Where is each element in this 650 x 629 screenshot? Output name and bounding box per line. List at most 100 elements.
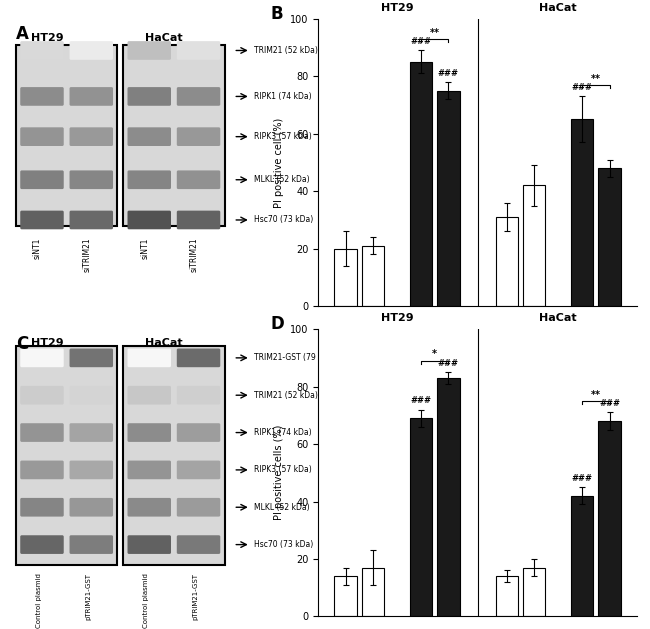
Bar [437,378,460,616]
Text: HaCat: HaCat [145,33,183,43]
Text: siNT1: siNT1 [33,237,42,259]
FancyBboxPatch shape [177,498,220,516]
FancyBboxPatch shape [20,87,64,106]
FancyBboxPatch shape [70,348,113,367]
Bar [16,45,118,226]
Text: B: B [270,4,283,23]
Text: Hsc70 (73 kDa): Hsc70 (73 kDa) [254,216,313,225]
FancyBboxPatch shape [70,170,113,189]
FancyBboxPatch shape [70,535,113,554]
Text: Hsc70 (73 kDa): Hsc70 (73 kDa) [254,540,313,549]
Bar [523,186,545,306]
Text: Control plasmid: Control plasmid [143,573,150,628]
Bar [523,567,545,616]
Bar [495,576,518,616]
FancyBboxPatch shape [177,348,220,367]
Text: HaCat: HaCat [145,338,183,348]
Text: HaCat: HaCat [540,313,577,323]
FancyBboxPatch shape [20,498,64,516]
Text: C: C [16,335,28,353]
FancyBboxPatch shape [127,535,171,554]
Bar [599,168,621,306]
FancyBboxPatch shape [20,41,64,60]
Text: *: * [432,349,437,359]
Text: HT29: HT29 [31,338,64,348]
Bar [362,567,384,616]
FancyBboxPatch shape [20,170,64,189]
FancyBboxPatch shape [70,211,113,230]
Bar [599,421,621,616]
FancyBboxPatch shape [177,170,220,189]
FancyBboxPatch shape [127,170,171,189]
FancyBboxPatch shape [70,460,113,479]
FancyBboxPatch shape [20,348,64,367]
FancyBboxPatch shape [177,41,220,60]
Text: HT29: HT29 [381,313,413,323]
Text: RIPK1 (74 kDa): RIPK1 (74 kDa) [254,428,311,437]
Bar [123,45,225,226]
FancyBboxPatch shape [20,460,64,479]
Text: NT: NT [514,401,526,410]
FancyBboxPatch shape [177,460,220,479]
FancyBboxPatch shape [70,41,113,60]
Text: D: D [270,314,284,333]
FancyBboxPatch shape [127,348,171,367]
Text: ###: ### [438,69,459,78]
Bar [16,347,118,565]
Bar [495,217,518,306]
Text: RIPK1 (74 kDa): RIPK1 (74 kDa) [254,92,311,101]
Text: ###: ### [599,399,620,408]
Text: **: ** [591,389,601,399]
Text: ###: ### [411,37,432,46]
Text: TRIM21 (52 kDa): TRIM21 (52 kDa) [254,391,317,399]
FancyBboxPatch shape [70,87,113,106]
Text: Control plasmid: Control plasmid [36,573,42,628]
Bar [571,120,593,306]
Text: A: A [16,25,29,43]
FancyBboxPatch shape [127,498,171,516]
Bar [410,418,432,616]
FancyBboxPatch shape [20,127,64,146]
FancyBboxPatch shape [177,386,220,404]
FancyBboxPatch shape [127,87,171,106]
Bar [571,496,593,616]
Text: siTRIM21: siTRIM21 [190,237,198,272]
FancyBboxPatch shape [177,87,220,106]
FancyBboxPatch shape [70,386,113,404]
Y-axis label: PI positive cells (%): PI positive cells (%) [274,425,285,520]
Text: **: ** [591,74,601,84]
Text: MLKL (52 kDa): MLKL (52 kDa) [254,175,309,184]
FancyBboxPatch shape [20,386,64,404]
Text: HT29: HT29 [381,3,413,13]
Bar [362,246,384,306]
Bar [334,248,357,306]
FancyBboxPatch shape [70,423,113,442]
Text: siTRIM21: siTRIM21 [83,237,91,272]
FancyBboxPatch shape [177,127,220,146]
Text: ###: ### [571,83,593,92]
FancyBboxPatch shape [127,127,171,146]
Text: RIPK3 (57 kDa): RIPK3 (57 kDa) [254,132,311,141]
FancyBboxPatch shape [127,423,171,442]
FancyBboxPatch shape [20,535,64,554]
Text: pTRIM21-GST: pTRIM21-GST [192,573,198,620]
Text: HaCat: HaCat [540,3,577,13]
FancyBboxPatch shape [127,211,171,230]
Text: RIPK3 (57 kDa): RIPK3 (57 kDa) [254,465,311,474]
Bar [410,62,432,306]
Y-axis label: PI positive cell (%): PI positive cell (%) [274,118,285,208]
Text: TzB: TzB [588,401,604,410]
FancyBboxPatch shape [177,211,220,230]
FancyBboxPatch shape [127,460,171,479]
Bar [334,576,357,616]
FancyBboxPatch shape [20,423,64,442]
Text: ###: ### [438,359,459,368]
Text: siNT1: siNT1 [140,237,150,259]
Text: ###: ### [571,474,593,483]
Text: MLKL (52 kDa): MLKL (52 kDa) [254,503,309,512]
FancyBboxPatch shape [177,423,220,442]
Text: **: ** [430,28,439,38]
FancyBboxPatch shape [70,498,113,516]
FancyBboxPatch shape [20,211,64,230]
FancyBboxPatch shape [127,386,171,404]
